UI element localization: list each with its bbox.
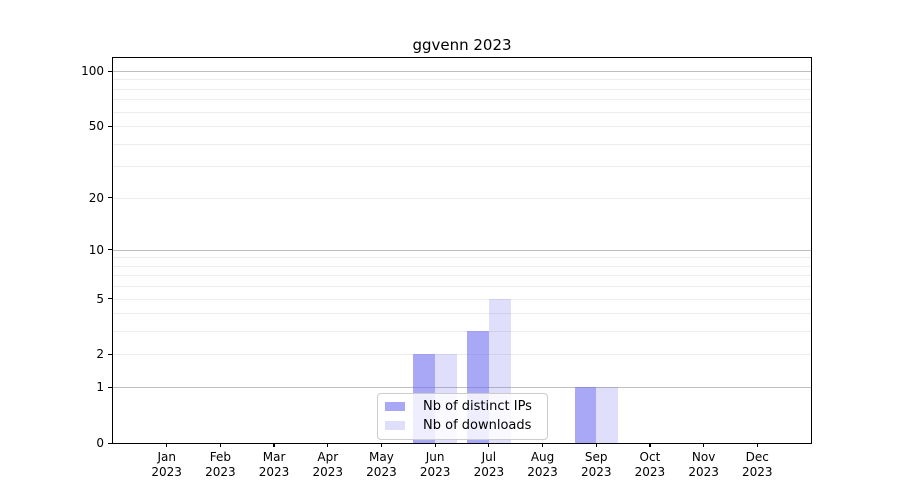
- bar-downloads-sep: [596, 387, 618, 443]
- legend-item-distinct-ips: Nb of distinct IPs: [378, 397, 547, 416]
- x-tick: [756, 443, 758, 447]
- legend-item-downloads: Nb of downloads: [378, 416, 547, 435]
- gridline-minor: [113, 99, 811, 101]
- legend-label-distinct-ips: Nb of distinct IPs: [423, 399, 532, 414]
- legend: Nb of distinct IPs Nb of downloads: [377, 393, 548, 440]
- x-tick-label-sep: Sep 2023: [580, 450, 612, 479]
- x-tick-label-oct: Oct 2023: [634, 450, 666, 479]
- x-tick-label-nov: Nov 2023: [688, 450, 719, 479]
- gridline-minor: [113, 265, 811, 267]
- x-tick-label-feb: Feb 2023: [205, 450, 236, 479]
- gridline-major: [113, 387, 811, 389]
- gridline-minor: [113, 286, 811, 288]
- x-tick: [703, 443, 705, 447]
- legend-label-downloads: Nb of downloads: [423, 418, 532, 433]
- gridline-minor: [113, 88, 811, 90]
- y-tick: [108, 70, 112, 72]
- y-tick-label: 2: [96, 347, 104, 362]
- gridline-minor: [113, 197, 811, 199]
- y-tick: [108, 298, 112, 300]
- gridline-minor: [113, 275, 811, 277]
- legend-swatch-downloads: [385, 421, 405, 430]
- x-tick-label-may: May 2023: [366, 450, 397, 479]
- y-tick-label: 0: [96, 436, 104, 450]
- gridline-minor: [113, 111, 811, 113]
- y-tick-label: 50: [88, 119, 104, 134]
- x-tick: [595, 443, 597, 447]
- y-tick-label: 5: [96, 291, 104, 306]
- y-tick-label: 1: [96, 380, 104, 395]
- x-tick-label-aug: Aug 2023: [527, 450, 558, 479]
- x-tick-label-dec: Dec 2023: [742, 450, 773, 479]
- x-tick: [166, 443, 168, 447]
- chart-title: ggvenn 2023: [412, 36, 512, 54]
- x-tick: [488, 443, 490, 447]
- gridline-minor: [113, 166, 811, 168]
- bar-distinct-ips-sep: [574, 387, 597, 443]
- y-tick: [108, 125, 112, 127]
- y-tick: [108, 442, 112, 444]
- gridline-minor: [113, 298, 811, 300]
- gridline-minor: [113, 257, 811, 259]
- y-tick-label: 100: [81, 64, 104, 78]
- gridline-minor: [113, 313, 811, 315]
- y-tick-label: 10: [88, 242, 104, 257]
- x-tick-label-jan: Jan 2023: [151, 450, 182, 479]
- y-tick: [108, 386, 112, 388]
- gridline-minor: [113, 143, 811, 145]
- y-tick: [108, 197, 112, 199]
- gridline-minor: [113, 126, 811, 128]
- x-tick: [649, 443, 651, 447]
- x-tick: [434, 443, 436, 447]
- x-tick-label-apr: Apr 2023: [312, 450, 344, 479]
- gridline-minor: [113, 354, 811, 356]
- x-tick: [219, 443, 221, 447]
- x-tick: [380, 443, 383, 447]
- gridline-major: [113, 71, 811, 72]
- x-tick: [273, 443, 275, 447]
- x-tick: [327, 443, 329, 447]
- x-tick-label-jun: Jun 2023: [419, 450, 451, 479]
- x-tick-label-mar: Mar 2023: [258, 450, 290, 479]
- y-tick: [108, 353, 112, 356]
- x-tick: [541, 443, 544, 447]
- x-tick-label-jul: Jul 2023: [473, 450, 505, 479]
- gridline-minor: [113, 79, 811, 81]
- plot-area: [112, 57, 812, 444]
- legend-swatch-distinct-ips: [385, 402, 405, 411]
- gridline-major: [113, 249, 811, 251]
- gridline-minor: [113, 331, 811, 333]
- y-tick: [108, 249, 112, 251]
- y-tick-label: 20: [88, 190, 104, 205]
